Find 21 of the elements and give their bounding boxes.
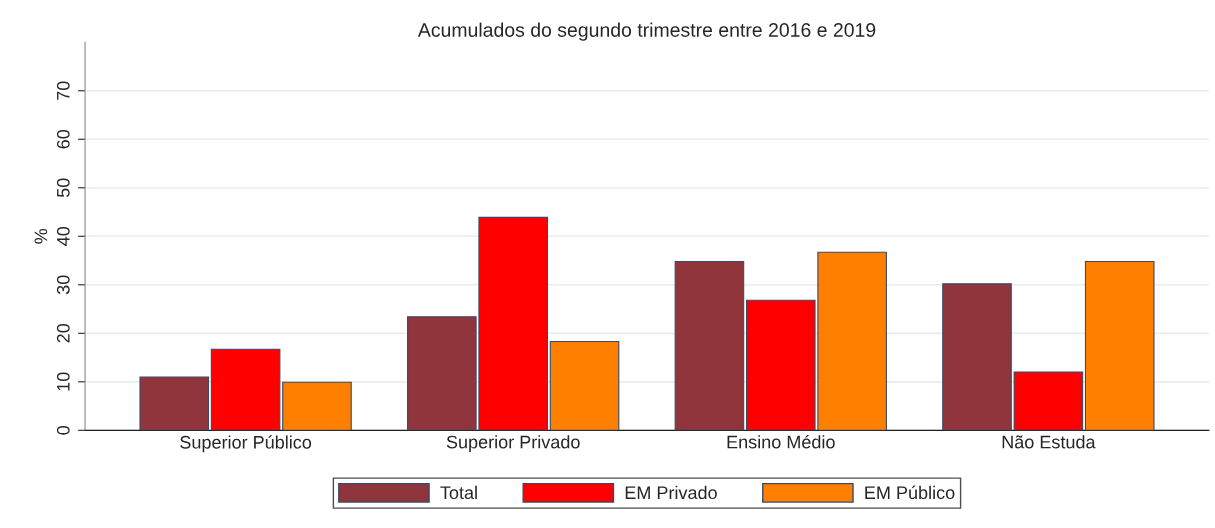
chart-title: Acumulados do segundo trimestre entre 2016 e 2019 bbox=[417, 22, 876, 41]
y-tick-label: 70 bbox=[56, 81, 70, 100]
bar bbox=[1084, 260, 1155, 431]
legend-label: EM Público bbox=[865, 485, 955, 500]
x-tick-label: Ensino Médio bbox=[727, 434, 835, 449]
bar bbox=[549, 340, 620, 431]
legend-label: Total bbox=[440, 485, 477, 500]
bar bbox=[139, 376, 210, 431]
y-tick-label: 30 bbox=[56, 275, 70, 295]
y-tick-label: 60 bbox=[56, 129, 70, 149]
legend-label: EM Privado bbox=[625, 485, 717, 500]
y-axis-title: % bbox=[34, 228, 48, 244]
x-tick-label: Superior Privado bbox=[446, 435, 580, 453]
y-tick-label: 0 bbox=[56, 426, 70, 435]
y-tick-label: 40 bbox=[56, 226, 70, 246]
x-tick-label: Não Estuda bbox=[1002, 435, 1096, 449]
y-tick-label: 50 bbox=[56, 178, 70, 198]
y-tick-label: 20 bbox=[56, 323, 70, 343]
y-tick-label: 10 bbox=[56, 372, 70, 391]
x-tick-label: Superior Público bbox=[180, 435, 312, 453]
bar bbox=[674, 260, 745, 431]
